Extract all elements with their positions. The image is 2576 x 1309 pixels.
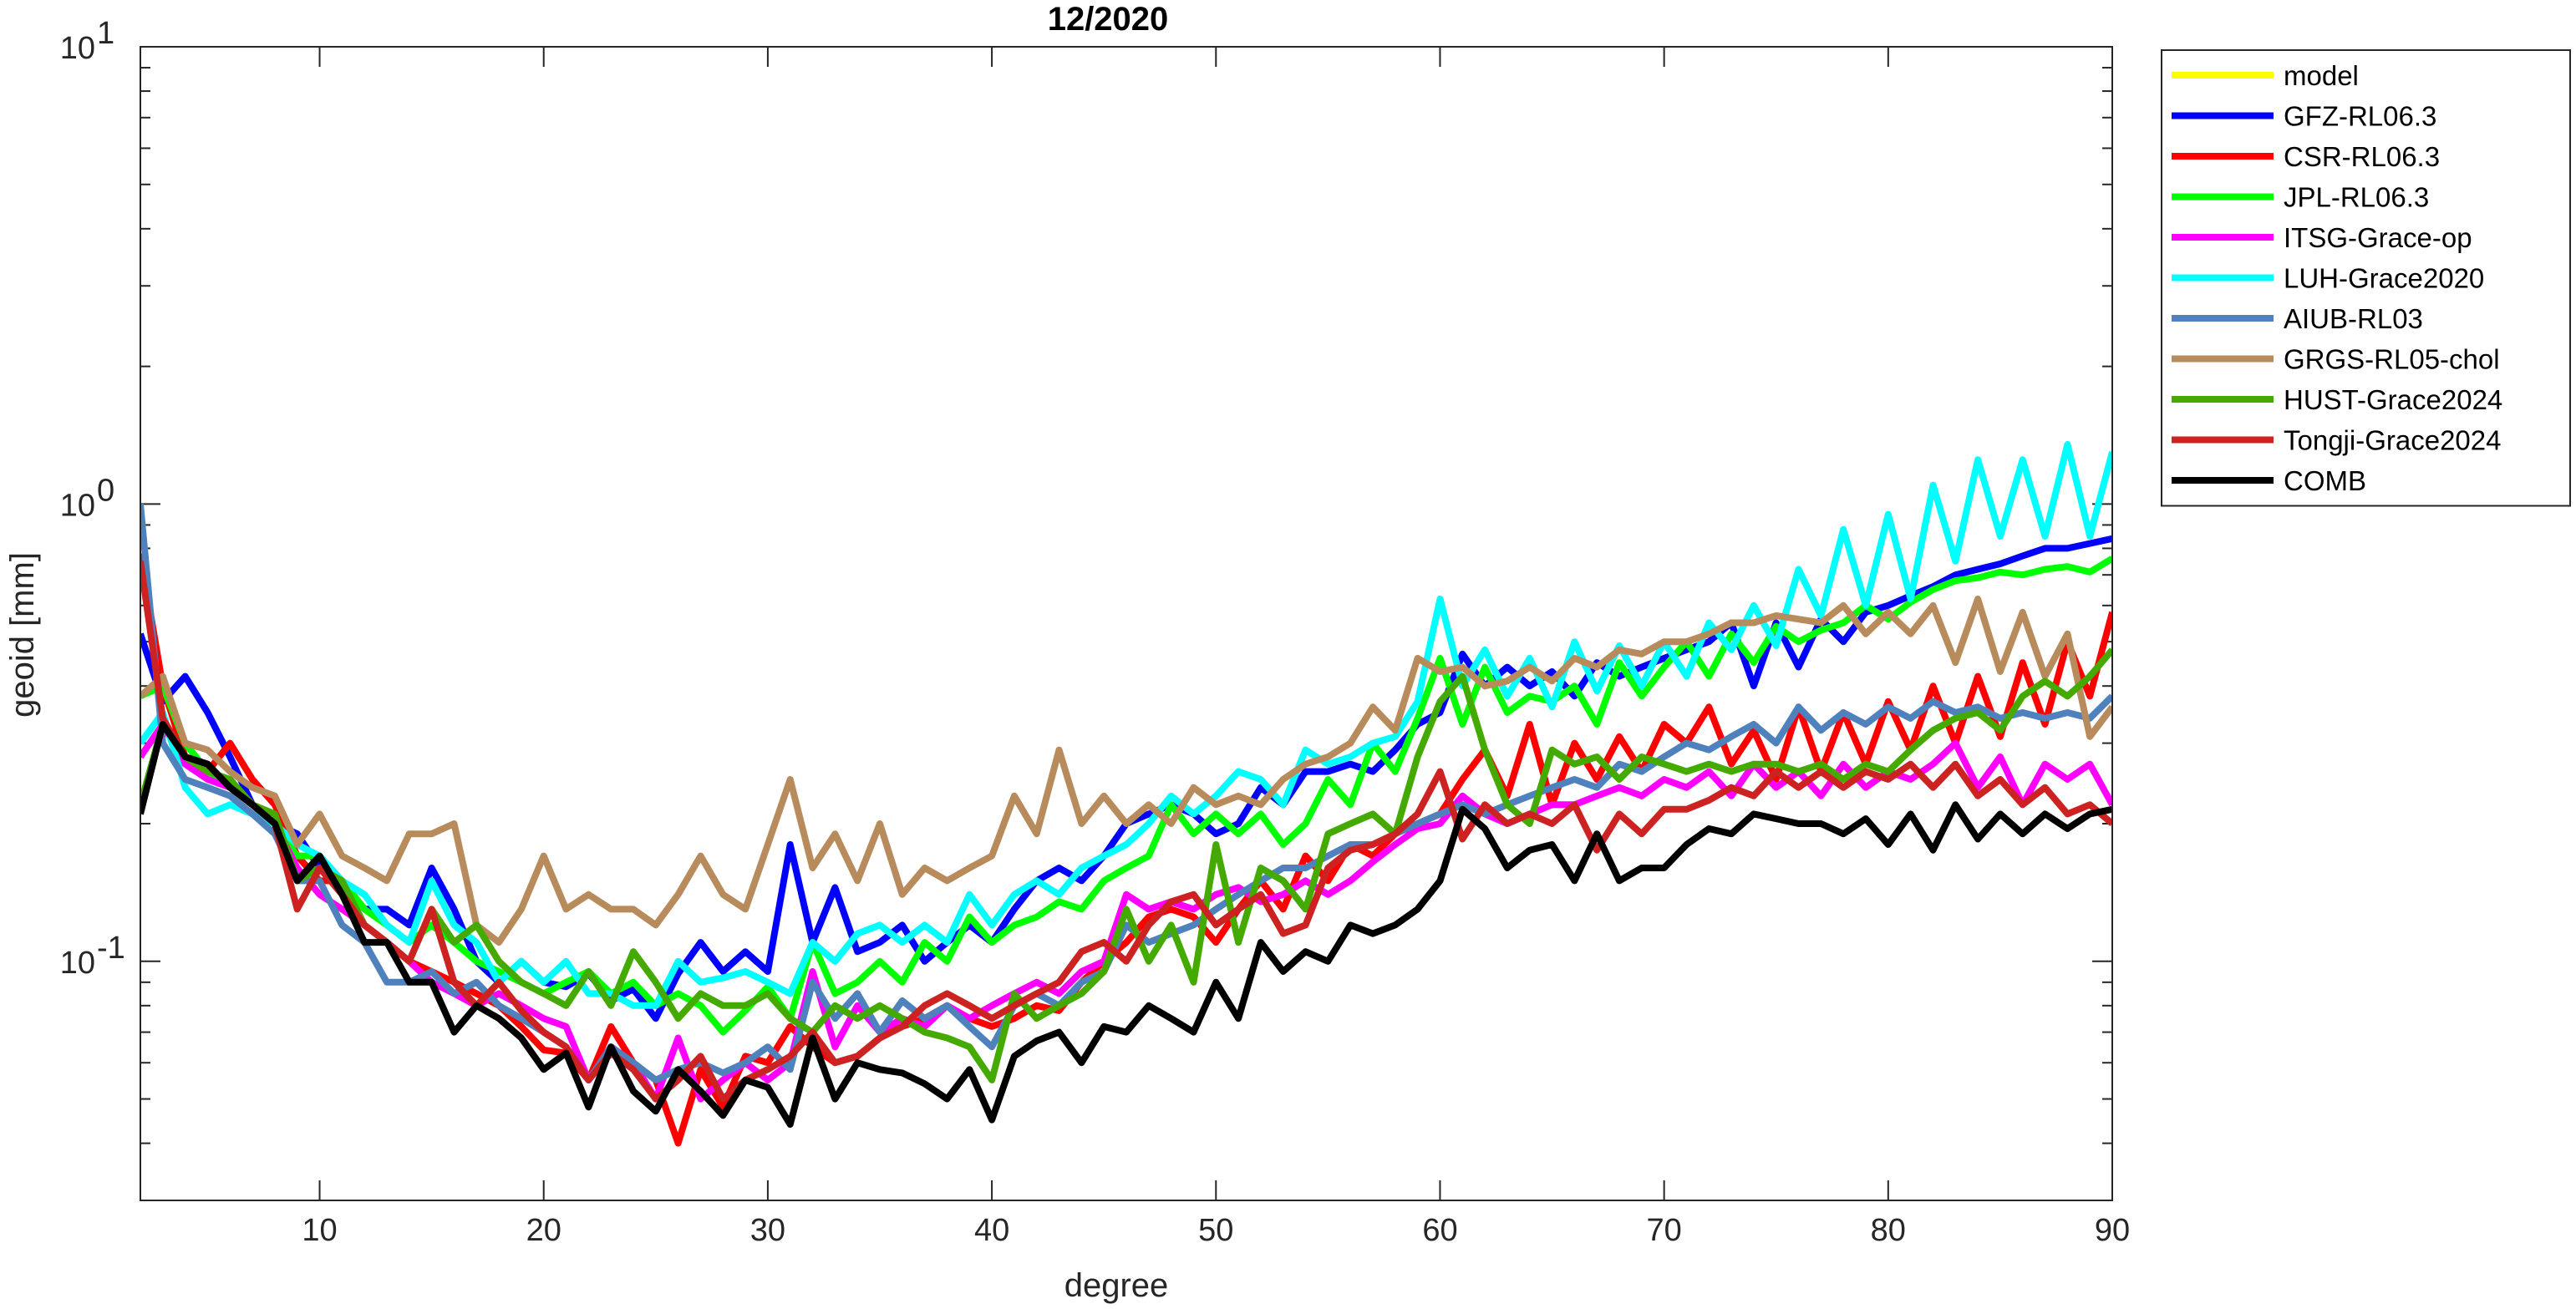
- y-tick-exponent: 0: [97, 473, 114, 508]
- legend-label: JPL-RL06.3: [2284, 182, 2429, 213]
- x-tick-label: 40: [974, 1213, 1009, 1248]
- y-axis-label: geoid [mm]: [4, 552, 41, 718]
- legend-label: ITSG-Grace-op: [2284, 222, 2472, 253]
- x-tick-label: 80: [1871, 1213, 1906, 1248]
- x-tick-label: 70: [1646, 1213, 1681, 1248]
- x-tick-label: 30: [750, 1213, 785, 1248]
- x-tick-label: 90: [2095, 1213, 2130, 1248]
- legend-label: LUH-Grace2020: [2284, 263, 2484, 294]
- series-line-GRGS-RL05-chol: [140, 596, 2112, 946]
- x-tick-label: 20: [526, 1213, 561, 1248]
- series-line-COMB: [140, 721, 2112, 1128]
- legend-label: AIUB-RL03: [2284, 303, 2423, 334]
- y-tick-label: 10: [60, 31, 95, 66]
- x-tick-label: 60: [1422, 1213, 1457, 1248]
- legend: model GFZ-RL06.3 CSR-RL06.3 JPL-RL06.3 ITSG-…: [2161, 49, 2571, 507]
- chart-title: 12/2020: [1048, 1, 1169, 38]
- x-tick-label: 50: [1198, 1213, 1233, 1248]
- axes-box-border: [140, 46, 2113, 1201]
- legend-label: CSR-RL06.3: [2284, 141, 2440, 172]
- y-tick-exponent: 1: [97, 16, 114, 51]
- legend-label: HUST-Grace2024: [2284, 384, 2502, 415]
- series-line-HUST-Grace2024: [140, 647, 2112, 1083]
- x-tick-label: 10: [302, 1213, 337, 1248]
- legend-label: COMB: [2284, 465, 2366, 496]
- y-tick-label: 10: [60, 488, 95, 523]
- y-tick-exponent: -1: [97, 931, 125, 966]
- series-line-Tongji-Grace2024: [140, 561, 2112, 1103]
- legend-label: model: [2284, 60, 2359, 91]
- legend-label: GRGS-RL05-chol: [2284, 344, 2500, 375]
- y-tick-label: 10: [60, 946, 95, 981]
- legend-label: GFZ-RL06.3: [2284, 101, 2436, 132]
- legend-label: Tongji-Grace2024: [2284, 425, 2502, 456]
- series-line-CSR-RL06.3: [140, 552, 2112, 1147]
- series-line-AIUB-RL03: [140, 504, 2112, 1083]
- x-axis-label: degree: [1064, 1267, 1169, 1304]
- series-line-LUH-Grace2020: [140, 441, 2112, 1009]
